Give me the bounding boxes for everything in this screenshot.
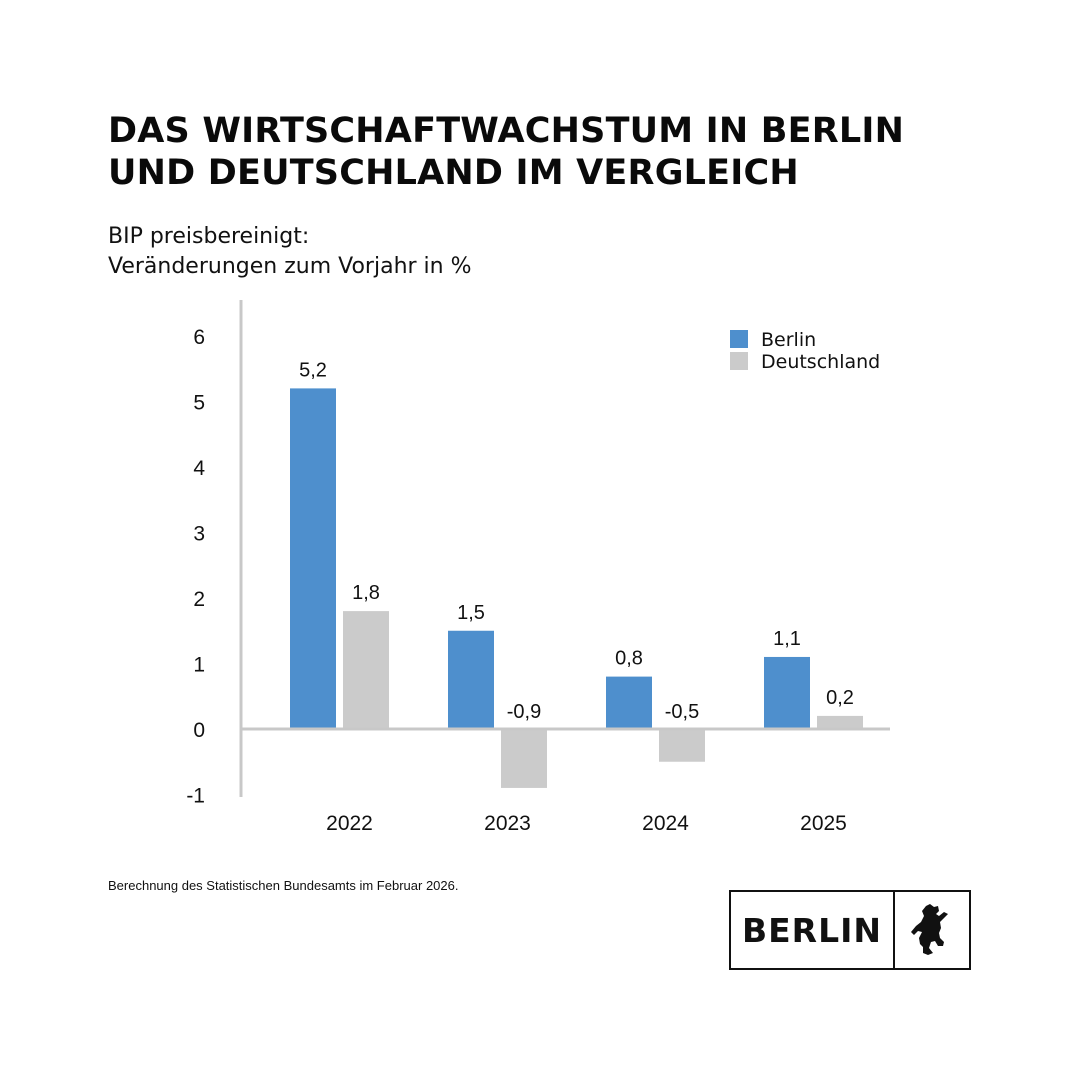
bar-berlin-2025 — [764, 656, 810, 729]
y-tick-label: 5 — [193, 392, 205, 415]
data-label: 1,8 — [352, 582, 380, 604]
bar-deutschland-2023 — [501, 729, 547, 788]
title-line-1: DAS WIRTSCHAFTWACHSTUM IN BERLIN — [108, 111, 905, 151]
berlin-logo: BERLIN — [729, 890, 971, 970]
chart-title: DAS WIRTSCHAFTWACHSTUM IN BERLIN UND DEU… — [108, 110, 1008, 194]
bar-deutschland-2025 — [817, 715, 863, 729]
y-tick-label: 6 — [193, 326, 205, 349]
data-label: -0,5 — [665, 701, 699, 723]
data-label: 0,2 — [826, 687, 854, 709]
bar-deutschland-2022 — [343, 611, 389, 729]
data-label: 5,2 — [299, 359, 327, 381]
chart-subtitle: BIP preisbereinigt: Veränderungen zum Vo… — [108, 222, 808, 282]
legend-swatch-berlin — [730, 330, 748, 348]
bar-berlin-2022 — [290, 388, 336, 729]
data-label: -0,9 — [507, 701, 541, 723]
bar-deutschland-2024 — [659, 729, 705, 762]
data-label: 1,1 — [773, 628, 801, 650]
y-tick-label: 2 — [193, 588, 205, 611]
y-tick-label: 1 — [193, 654, 205, 677]
y-tick-label: -1 — [186, 785, 205, 808]
legend-label-berlin: Berlin — [761, 329, 816, 351]
x-tick-label: 2023 — [484, 812, 531, 835]
logo-wordmark: BERLIN — [731, 892, 895, 968]
bar-berlin-2023 — [448, 630, 494, 729]
subtitle-line-1: BIP preisbereinigt: — [108, 224, 310, 249]
berlin-bear-icon — [895, 892, 969, 968]
bar-berlin-2024 — [606, 676, 652, 729]
source-footnote: Berechnung des Statistischen Bundesamts … — [108, 878, 459, 893]
legend-swatch-deutschland — [730, 352, 748, 370]
bar-chart: 6 5 4 3 2 1 0 -1 5,2 1,8 2022 1,5 -0,9 2023 0,8 -0,5 202… — [186, 300, 890, 835]
y-tick-label: 0 — [193, 719, 205, 742]
title-line-2: UND DEUTSCHLAND IM VERGLEICH — [108, 153, 799, 193]
subtitle-line-2: Veränderungen zum Vorjahr in % — [108, 254, 472, 279]
data-label: 1,5 — [457, 602, 485, 624]
x-tick-label: 2024 — [642, 812, 689, 835]
y-tick-label: 3 — [193, 523, 205, 546]
y-tick-label: 4 — [193, 457, 205, 480]
x-tick-label: 2022 — [326, 812, 373, 835]
data-label: 0,8 — [615, 648, 643, 670]
x-tick-label: 2025 — [800, 812, 847, 835]
legend-label-deutschland: Deutschland — [761, 351, 880, 373]
